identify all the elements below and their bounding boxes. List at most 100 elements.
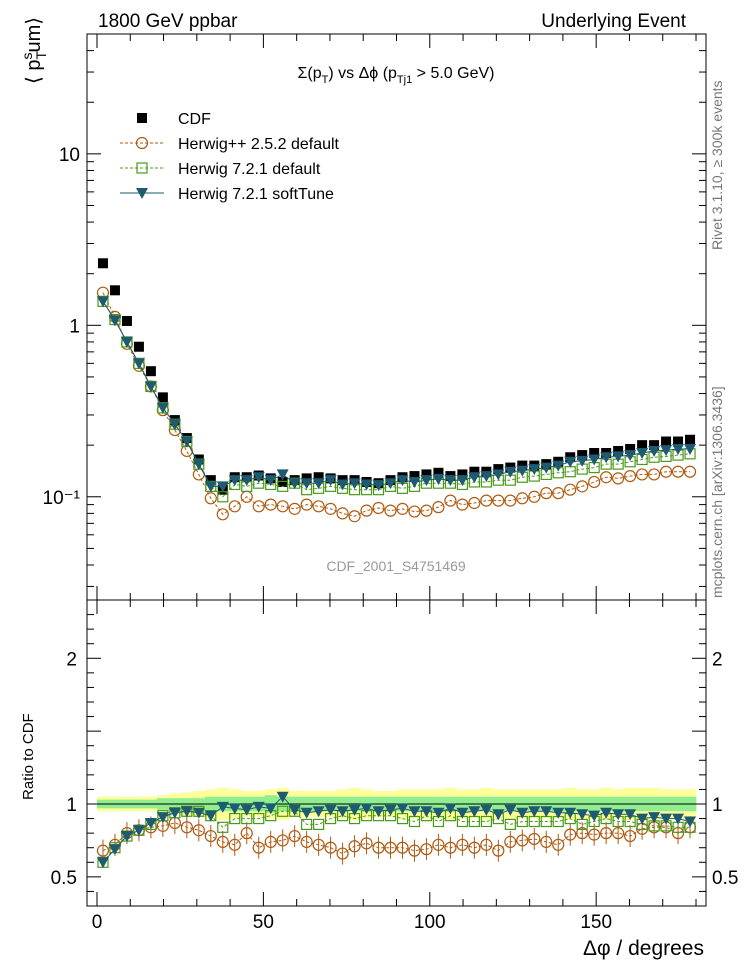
main-data-point xyxy=(492,469,505,481)
ratio-data-point xyxy=(624,809,637,821)
ratio-data-point xyxy=(264,835,277,848)
main-series xyxy=(96,286,697,523)
main-data-point xyxy=(120,336,133,348)
main-data-point xyxy=(204,481,217,493)
ratio-data-point xyxy=(528,806,541,818)
ratio-data-point xyxy=(336,847,349,860)
ratio-data-point xyxy=(300,807,313,819)
main-data-point xyxy=(661,436,672,447)
main-data-point xyxy=(348,478,361,490)
ratio-data-point xyxy=(636,813,649,825)
ratio-data-point xyxy=(672,813,685,825)
main-data-point xyxy=(660,445,673,457)
legend: CDF Herwig++ 2.5.2 default Herwig 7.2.1 de… xyxy=(120,111,340,203)
ratio-data-point xyxy=(276,834,289,847)
analysis-id: CDF_2001_S4751469 xyxy=(326,558,466,574)
x-tick-label: 100 xyxy=(414,912,446,933)
main-data-point xyxy=(288,502,301,515)
main-data-point xyxy=(132,358,145,370)
ratio-data-point xyxy=(504,818,516,831)
ratio-data-point xyxy=(192,824,205,837)
main-data-point xyxy=(145,366,156,377)
ratio-data-point xyxy=(504,835,517,848)
rivet-label: Rivet 3.1.10, ≥ 300k events xyxy=(709,80,725,250)
ratio-data-point xyxy=(444,841,457,854)
main-data-point xyxy=(360,504,373,517)
ratio-data-point xyxy=(301,818,313,831)
main-data-point xyxy=(168,419,181,431)
ratio-data-point xyxy=(204,810,217,822)
ratio-data-point xyxy=(324,841,337,854)
main-data-point xyxy=(336,507,349,520)
main-data-point xyxy=(264,475,277,487)
main-panel: 10⁻¹ 1 10 Σ(pT) vs Δϕ (pTj1 > 5.0 GeV) ⟨ p… xyxy=(19,17,707,601)
ratio-data-point xyxy=(648,812,661,824)
main-data-point xyxy=(324,475,337,487)
main-data-point xyxy=(576,455,589,467)
ratio-data-point xyxy=(288,829,301,843)
main-data-point xyxy=(109,285,120,296)
ratio-data-point xyxy=(576,809,589,821)
ratio-data-point xyxy=(552,838,565,851)
main-data-point xyxy=(396,502,409,515)
main-axes: 10⁻¹ 1 10 xyxy=(43,33,706,600)
ratio-data-point xyxy=(217,821,229,833)
ratio-data-point xyxy=(492,844,505,857)
main-data-point xyxy=(552,487,565,500)
main-data-point xyxy=(624,469,637,483)
ratio-data-point xyxy=(624,829,637,843)
main-data-point xyxy=(516,492,529,505)
ratio-data-point xyxy=(336,806,349,818)
main-data-point xyxy=(360,479,373,491)
ratio-data-point xyxy=(540,835,553,848)
ratio-data-point xyxy=(528,832,541,846)
main-data-point xyxy=(192,459,205,471)
main-data-point xyxy=(133,341,144,352)
main-data-point xyxy=(204,492,217,505)
main-data-point xyxy=(228,475,241,487)
main-data-point xyxy=(659,465,673,478)
main-data-point xyxy=(469,466,480,477)
ratio-data-point xyxy=(612,809,625,821)
ratio-data-point xyxy=(277,805,289,817)
main-data-point xyxy=(589,448,600,459)
main-data-point xyxy=(517,460,528,471)
ratio-y-axis-label: Ratio to CDF xyxy=(20,713,37,800)
main-data-point xyxy=(156,402,169,414)
main-data-point xyxy=(384,504,397,517)
ratio-data-point xyxy=(216,801,229,813)
main-data-point xyxy=(408,505,421,518)
main-data-point xyxy=(457,469,468,480)
main-data-point xyxy=(276,500,289,513)
ratio-data-point xyxy=(312,838,325,851)
main-data-point xyxy=(637,440,648,451)
ratio-data-point xyxy=(564,828,577,841)
main-data-point xyxy=(108,315,121,327)
ratio-data-point xyxy=(420,806,433,818)
main-data-point xyxy=(636,468,649,481)
ratio-data-point xyxy=(168,807,181,819)
main-data-point xyxy=(384,478,397,490)
ratio-data-point xyxy=(480,838,493,851)
ratio-data-point xyxy=(120,831,133,843)
ratio-data-point xyxy=(396,841,409,854)
main-data-point xyxy=(612,472,625,485)
ratio-data-point xyxy=(372,841,385,854)
main-data-point xyxy=(600,452,613,464)
x-tick-label: 50 xyxy=(253,912,274,933)
legend-entry: CDF xyxy=(137,111,211,128)
main-data-point xyxy=(288,478,301,490)
main-data-point xyxy=(612,451,625,463)
ratio-data-point xyxy=(516,834,529,847)
ratio-data-point xyxy=(420,843,433,856)
ratio-data-point xyxy=(564,807,577,819)
ratio-y-tick-label: 1 xyxy=(66,795,77,816)
ratio-y-tick-label: 2 xyxy=(66,649,77,670)
main-data-point xyxy=(216,481,229,493)
main-series xyxy=(96,296,697,493)
ratio-data-point xyxy=(156,812,169,824)
ratio-data-point xyxy=(240,804,253,816)
main-data-point xyxy=(312,478,325,490)
header-right: Underlying Event xyxy=(541,11,686,32)
main-data-point xyxy=(336,479,349,491)
